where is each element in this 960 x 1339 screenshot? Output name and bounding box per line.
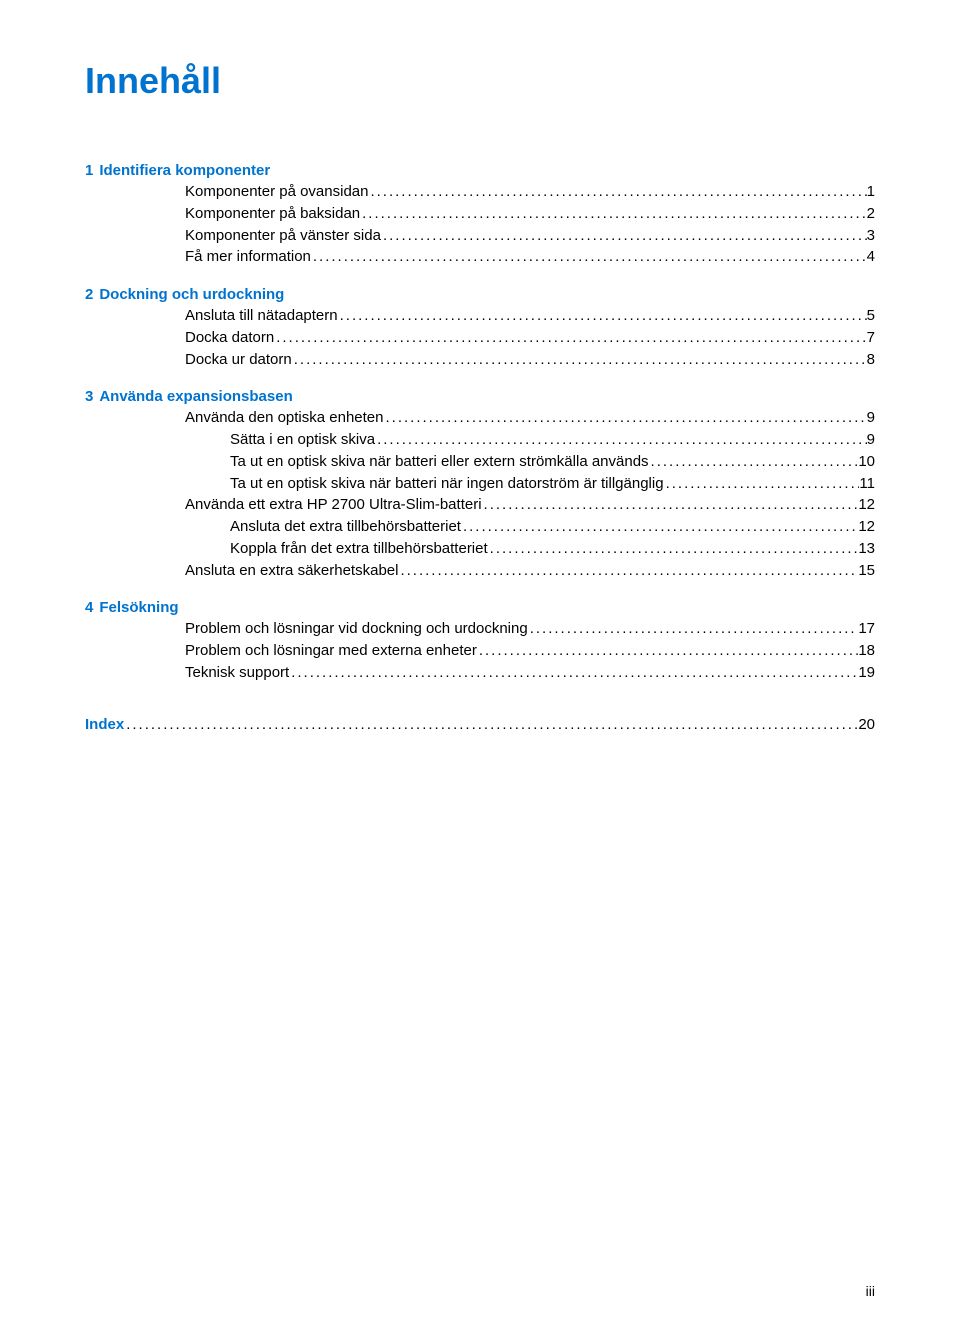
dot-leader: ........................................… xyxy=(649,451,859,473)
toc-entry-page: 12 xyxy=(858,516,875,538)
index-entry: Index ..................................… xyxy=(85,714,875,736)
dot-leader: ........................................… xyxy=(360,203,867,225)
toc-entry-label: Använda den optiska enheten xyxy=(185,407,384,429)
toc-entry-label: Komponenter på ovansidan xyxy=(185,181,368,203)
toc-entry-page: 15 xyxy=(858,560,875,582)
toc-entry: Docka datorn............................… xyxy=(85,327,875,349)
toc-entry-page: 18 xyxy=(858,640,875,662)
dot-leader: ........................................… xyxy=(461,516,858,538)
toc-entry: Docka ur datorn.........................… xyxy=(85,349,875,371)
toc-entry-label: Docka ur datorn xyxy=(185,349,292,371)
section-heading: 3 Använda expansionsbasen xyxy=(85,388,875,405)
toc-entry-label: Komponenter på vänster sida xyxy=(185,225,381,247)
dot-leader: ........................................… xyxy=(124,714,858,736)
section-name: Dockning och urdockning xyxy=(99,286,284,303)
toc-entry-page: 8 xyxy=(867,349,875,371)
toc-entry: Använda den optiska enheten.............… xyxy=(85,407,875,429)
section-heading: 2 Dockning och urdockning xyxy=(85,286,875,303)
dot-leader: ........................................… xyxy=(311,246,867,268)
dot-leader: ........................................… xyxy=(384,407,867,429)
toc-entry: Komponenter på vänster sida.............… xyxy=(85,225,875,247)
toc-entry: Ta ut en optisk skiva när batteri eller … xyxy=(85,451,875,473)
toc-entry: Använda ett extra HP 2700 Ultra-Slim-bat… xyxy=(85,494,875,516)
section-number: 4 xyxy=(85,599,93,616)
toc-entry-label: Få mer information xyxy=(185,246,311,268)
dot-leader: ........................................… xyxy=(381,225,867,247)
toc-entry-page: 11 xyxy=(859,473,875,495)
toc-entry-label: Teknisk support xyxy=(185,662,289,684)
toc-entry-page: 10 xyxy=(858,451,875,473)
section-name: Identifiera komponenter xyxy=(99,162,270,179)
toc-entry-label: Koppla från det extra tillbehörsbatterie… xyxy=(230,538,488,560)
toc-entry-label: Problem och lösningar med externa enhete… xyxy=(185,640,477,662)
page-number-footer: iii xyxy=(866,1283,875,1299)
toc-entry: Ta ut en optisk skiva när batteri när in… xyxy=(85,473,875,495)
dot-leader: ........................................… xyxy=(488,538,859,560)
toc-entry-page: 17 xyxy=(858,618,875,640)
section-heading: 4 Felsökning xyxy=(85,599,875,616)
toc-entry: Ansluta till nätadaptern................… xyxy=(85,305,875,327)
toc-entry-page: 1 xyxy=(867,181,875,203)
dot-leader: ........................................… xyxy=(375,429,867,451)
toc-entry-page: 13 xyxy=(858,538,875,560)
dot-leader: ........................................… xyxy=(528,618,859,640)
toc-entry-label: Ta ut en optisk skiva när batteri eller … xyxy=(230,451,649,473)
toc-entry-page: 9 xyxy=(867,429,875,451)
toc-entry-label: Problem och lösningar vid dockning och u… xyxy=(185,618,528,640)
toc-entry: Ansluta en extra säkerhetskabel.........… xyxy=(85,560,875,582)
dot-leader: ........................................… xyxy=(274,327,866,349)
toc-entry-label: Komponenter på baksidan xyxy=(185,203,360,225)
index-page: 20 xyxy=(858,714,875,736)
toc-entry-label: Ta ut en optisk skiva när batteri när in… xyxy=(230,473,664,495)
toc-entry: Ansluta det extra tillbehörsbatteriet...… xyxy=(85,516,875,538)
toc-entry-page: 2 xyxy=(867,203,875,225)
section-heading: 1 Identifiera komponenter xyxy=(85,162,875,179)
toc-entry: Sätta i en optisk skiva.................… xyxy=(85,429,875,451)
dot-leader: ........................................… xyxy=(664,473,860,495)
dot-leader: ........................................… xyxy=(368,181,866,203)
toc-entry: Få mer information......................… xyxy=(85,246,875,268)
dot-leader: ........................................… xyxy=(338,305,867,327)
dot-leader: ........................................… xyxy=(398,560,858,582)
toc-entry-label: Ansluta en extra säkerhetskabel xyxy=(185,560,398,582)
toc-entry: Problem och lösningar med externa enhete… xyxy=(85,640,875,662)
toc-entry: Problem och lösningar vid dockning och u… xyxy=(85,618,875,640)
index-label: Index xyxy=(85,714,124,736)
toc-entry-page: 4 xyxy=(867,246,875,268)
toc-entry: Teknisk support.........................… xyxy=(85,662,875,684)
toc-entry-page: 19 xyxy=(858,662,875,684)
dot-leader: ........................................… xyxy=(289,662,858,684)
toc-entry-page: 9 xyxy=(867,407,875,429)
table-of-contents: 1 Identifiera komponenter Komponenter på o… xyxy=(85,162,875,684)
toc-entry-label: Ansluta det extra tillbehörsbatteriet xyxy=(230,516,461,538)
section-name: Felsökning xyxy=(99,599,178,616)
toc-entry-page: 12 xyxy=(858,494,875,516)
toc-entry: Koppla från det extra tillbehörsbatterie… xyxy=(85,538,875,560)
section-number: 3 xyxy=(85,388,93,405)
section-number: 2 xyxy=(85,286,93,303)
section-number: 1 xyxy=(85,162,93,179)
toc-entry-label: Docka datorn xyxy=(185,327,274,349)
dot-leader: ........................................… xyxy=(477,640,858,662)
page-title: Innehåll xyxy=(85,60,875,102)
section-name: Använda expansionsbasen xyxy=(99,388,292,405)
toc-entry-page: 3 xyxy=(867,225,875,247)
toc-entry-page: 5 xyxy=(867,305,875,327)
toc-entry-label: Sätta i en optisk skiva xyxy=(230,429,375,451)
toc-entry-page: 7 xyxy=(867,327,875,349)
toc-entry: Komponenter på baksidan.................… xyxy=(85,203,875,225)
toc-entry-label: Ansluta till nätadaptern xyxy=(185,305,338,327)
toc-entry: Komponenter på ovansidan................… xyxy=(85,181,875,203)
dot-leader: ........................................… xyxy=(292,349,867,371)
toc-entry-label: Använda ett extra HP 2700 Ultra-Slim-bat… xyxy=(185,494,482,516)
dot-leader: ........................................… xyxy=(482,494,859,516)
